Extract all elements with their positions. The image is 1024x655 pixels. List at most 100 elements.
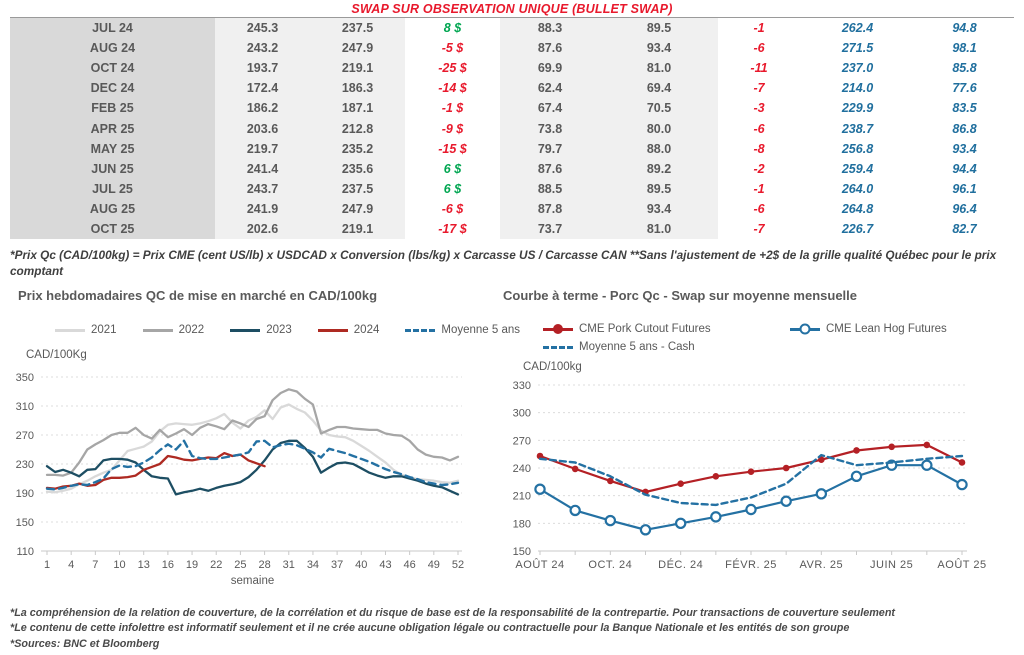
line-swatch-icon (55, 328, 85, 332)
table-cell: 94.8 (952, 21, 977, 36)
table-cell: 235.6 (310, 158, 405, 179)
open-dot-icon (799, 323, 811, 335)
table-row: DEC 24 172.4 186.3 -14 $ 62.4 69.4 -7 214.0 77.6 (10, 78, 1014, 99)
table-cell: -14 $ (438, 81, 467, 96)
y-tick-label: 270 (16, 430, 34, 442)
table-cell: 81.0 (600, 218, 718, 240)
table-cell: 186.3 (310, 78, 405, 99)
table-cell: 219.1 (310, 58, 405, 79)
marker-line-swatch-icon (543, 324, 573, 334)
x-tick-label: FÉVR. 25 (725, 558, 777, 571)
x-tick-label: 10 (113, 559, 125, 571)
table-row: OCT 25 202.6 219.1 -17 $ 73.7 81.0 -7 226.7 82.7 (10, 218, 1014, 240)
table-cell: APR 25 (10, 118, 215, 139)
footnote-line: *Le contenu de cette infolettre est info… (10, 622, 850, 635)
x-tick-label: AVR. 25 (800, 559, 844, 571)
x-tick-label: 25 (234, 559, 246, 571)
table-cell: -6 (753, 121, 765, 136)
table-cell: 259.4 (841, 161, 874, 176)
y-tick-label: 310 (16, 401, 34, 413)
table-cell: MAY 25 (10, 138, 215, 159)
table-cell: 237.5 (310, 17, 405, 39)
table-cell: 247.9 (310, 198, 405, 219)
data-point-marker (921, 459, 933, 471)
legend-item-2024: 2024 (317, 324, 379, 336)
table-cell: 67.4 (500, 98, 600, 119)
table-cell: 80.0 (600, 118, 718, 139)
table-cell: 93.4 (952, 141, 977, 156)
filled-dot-icon (553, 324, 563, 334)
data-point-marker (710, 511, 722, 523)
table-cell: 219.7 (215, 138, 310, 159)
swap-table: JUL 24 245.3 237.5 8 $88.3 89.5 -1 262.4 94.8 AU… (10, 17, 1014, 240)
data-point-marker (818, 456, 825, 463)
x-tick-label: 1 (44, 559, 50, 571)
table-row: OCT 24 193.7 219.1 -25 $ 69.9 81.0 -11 237.0 85.… (10, 58, 1014, 79)
y-axis-caption: CAD/100kg (523, 361, 582, 373)
data-point-marker (850, 470, 863, 482)
right-chart-title: Courbe à terme - Porc Qc - Swap sur moye… (503, 288, 857, 303)
marker-line-swatch-icon (790, 323, 820, 335)
data-point-marker (569, 504, 581, 517)
table-cell: 88.0 (600, 138, 718, 159)
y-tick-label: 300 (513, 408, 531, 420)
x-tick-label: 34 (307, 559, 319, 571)
data-point-marker (639, 524, 652, 536)
table-cell: 243.2 (215, 38, 310, 59)
x-tick-label: 31 (283, 559, 295, 571)
y-axis-caption: CAD/100Kg (26, 349, 87, 361)
table-cell: 271.5 (841, 41, 874, 56)
table-cell: 89.5 (600, 17, 718, 39)
y-tick-label: 210 (513, 491, 531, 503)
x-tick-label: 16 (162, 559, 174, 571)
table-cell: 87.6 (500, 158, 600, 179)
x-tick-label: 7 (92, 559, 98, 571)
series-line (45, 439, 460, 491)
data-point-marker (745, 503, 757, 516)
table-cell: 219.1 (310, 218, 405, 240)
table-cell: 256.8 (841, 141, 874, 156)
legend-item-2022: 2022 (142, 324, 204, 336)
left-chart-legend: 2021 2022 2023 2024 Moyenne 5 ans (55, 324, 520, 336)
table-cell: 89.5 (600, 178, 718, 199)
table-cell: -7 (753, 221, 765, 236)
legend-label: CME Lean Hog Futures (826, 323, 947, 335)
table-cell: -9 $ (441, 121, 464, 136)
table-cell: OCT 25 (10, 218, 215, 240)
y-tick-label: 150 (513, 546, 531, 558)
legend-label: Moyenne 5 ans - Cash (579, 341, 695, 353)
table-cell: 6 $ (443, 161, 462, 176)
table-cell: DEC 24 (10, 78, 215, 99)
table-cell: 229.9 (841, 101, 874, 116)
legend-item-2023: 2023 (230, 324, 292, 336)
data-point-marker (958, 459, 966, 466)
table-cell: 96.1 (952, 181, 977, 196)
table-cell: 73.8 (500, 118, 600, 139)
table-cell: -25 $ (438, 61, 467, 76)
table-cell: 238.7 (841, 121, 874, 136)
table-cell: -15 $ (438, 141, 467, 156)
table-cell: 203.6 (215, 118, 310, 139)
line-swatch-icon (317, 328, 348, 332)
table-cell: 69.9 (500, 58, 600, 79)
table-cell: OCT 24 (10, 58, 215, 79)
table-row: AUG 24 243.2 247.9 -5 $ 87.6 93.4 -6 271.5 98.1 (10, 38, 1014, 59)
y-tick-label: 150 (16, 517, 34, 529)
x-tick-label: OCT. 24 (588, 559, 632, 571)
legend-item-moyenne: Moyenne 5 ans (405, 324, 520, 336)
legend-label: 2023 (266, 324, 292, 336)
table-cell: 93.4 (600, 38, 718, 59)
x-tick-label: AOÛT 24 (515, 558, 564, 571)
table-cell: -1 (753, 21, 765, 36)
table-cell: 172.4 (215, 78, 310, 99)
x-tick-label: 22 (210, 559, 222, 571)
x-tick-label: 4 (68, 559, 74, 571)
table-cell: AUG 24 (10, 38, 215, 59)
table-cell: 245.3 (215, 17, 310, 39)
footnote-line: *Sources: BNC et Bloomberg (10, 637, 160, 650)
table-cell: 241.4 (215, 158, 310, 179)
table-cell: -3 (753, 101, 765, 116)
x-tick-label: 49 (428, 559, 440, 571)
table-row: JUL 24 245.3 237.5 8 $ 88.3 89.5 -1 262.4 94.8 (10, 17, 1014, 39)
table-cell: 83.5 (952, 101, 977, 116)
